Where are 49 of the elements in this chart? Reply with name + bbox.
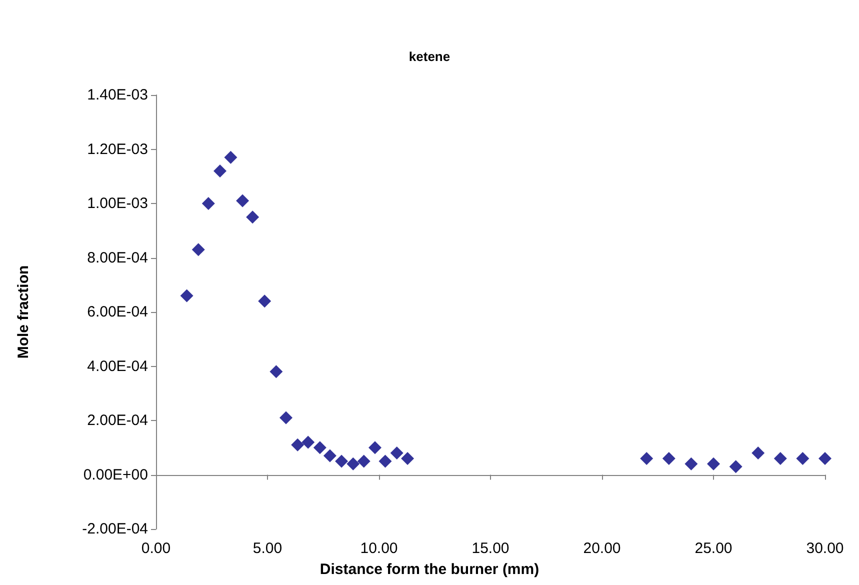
point <box>390 446 404 460</box>
y-tick-label: -2.00E-04 <box>82 520 148 538</box>
y-axis-title: Mole fraction <box>15 265 32 359</box>
y-tick-label: 1.40E-03 <box>87 86 148 104</box>
point <box>214 164 226 178</box>
y-tick-label: 8.00E-04 <box>87 249 148 266</box>
y-tick-label: 2.00E-04 <box>87 412 148 429</box>
point <box>224 150 238 164</box>
point <box>729 460 742 474</box>
y-tick-label: 1.00E-03 <box>87 195 148 212</box>
point <box>258 294 272 308</box>
point <box>236 194 250 208</box>
point <box>368 441 382 454</box>
y-tick-label: 4.00E-04 <box>87 358 148 375</box>
point <box>323 449 336 462</box>
point <box>662 452 676 465</box>
point <box>313 441 326 454</box>
x-tick-label: 30.00 <box>806 540 844 557</box>
y-tick-label: 6.00E-04 <box>87 304 148 320</box>
x-tick-label: 10.00 <box>360 540 398 557</box>
point <box>302 436 315 449</box>
x-tick-label: 5.00 <box>252 540 282 557</box>
point <box>774 452 787 465</box>
x-tick-label: 20.00 <box>583 540 621 557</box>
point <box>202 197 215 210</box>
point <box>335 454 348 468</box>
point <box>357 454 370 468</box>
point <box>796 452 810 465</box>
point <box>246 210 260 224</box>
point <box>401 452 414 465</box>
x-tick-label: 25.00 <box>694 540 732 557</box>
point <box>291 438 304 452</box>
point <box>818 452 832 465</box>
chart-title: ketene <box>408 49 450 64</box>
point <box>752 446 765 460</box>
point <box>180 289 194 302</box>
point <box>640 452 654 465</box>
x-tick-label: 0.00 <box>141 540 171 557</box>
x-axis-title: Distance form the burner (mm) <box>320 561 540 578</box>
point <box>378 454 392 468</box>
point <box>346 457 360 470</box>
point <box>280 411 293 424</box>
y-tick-label: 1.20E-03 <box>87 140 148 158</box>
x-tick-label: 15.00 <box>472 540 510 557</box>
point <box>270 365 283 378</box>
y-tick-label: 0.00E+00 <box>83 466 148 484</box>
point <box>707 457 720 470</box>
point <box>684 457 698 470</box>
point <box>192 243 205 256</box>
